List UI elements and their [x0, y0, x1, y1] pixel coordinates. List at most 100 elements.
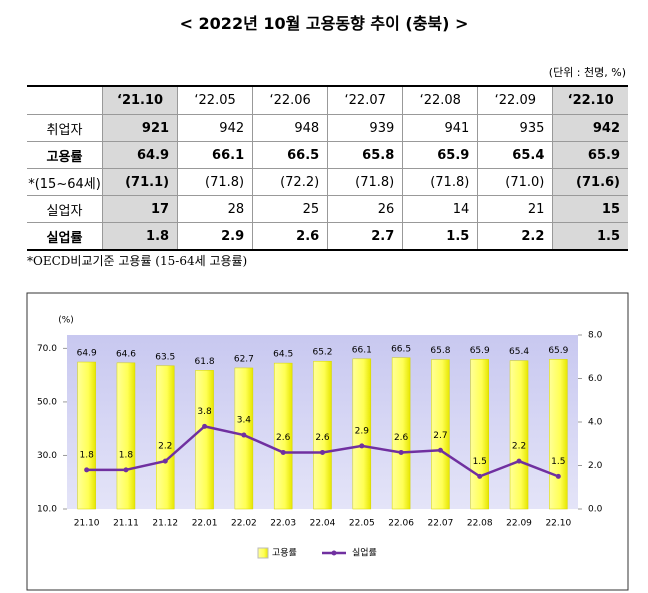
- bar: [313, 360, 332, 510]
- table-row: 실업률 1.8 2.9 2.6 2.7 1.5 2.2 1.5: [27, 222, 628, 251]
- cell: 935: [477, 114, 554, 142]
- table-row: 취업자 921 942 948 939 941 935 942: [27, 114, 628, 142]
- y2-tick-label: 8.0: [588, 331, 603, 341]
- line-label: 2.6: [394, 433, 409, 443]
- column-header: ‘22.09: [477, 85, 554, 115]
- bar-label: 65.9: [548, 346, 568, 356]
- column-header: ‘22.08: [402, 85, 479, 115]
- cell: 65.9: [402, 141, 479, 169]
- cell: 1.5: [552, 222, 628, 251]
- corner-cell: [27, 85, 103, 115]
- bar: [77, 361, 96, 510]
- line-point: [241, 432, 247, 438]
- line-label: 1.5: [473, 457, 487, 467]
- line-label: 2.2: [158, 442, 172, 452]
- line: [86, 424, 559, 478]
- y-tick-label: 30.0: [37, 451, 57, 461]
- cell: 941: [402, 114, 479, 142]
- line-label: 2.2: [512, 442, 526, 452]
- x-tick-label: 21.11: [113, 519, 139, 529]
- cell: 921: [101, 114, 179, 142]
- bar-label: 63.5: [155, 352, 175, 362]
- cell: 26: [327, 195, 404, 223]
- x-tick-label: 22.07: [428, 519, 454, 529]
- line-point: [398, 449, 404, 455]
- column-header: ‘22.07: [327, 85, 404, 115]
- cell: 1.5: [402, 222, 479, 251]
- y2-tick-label: 0.0: [588, 505, 603, 515]
- row-header: *(15~64세): [27, 168, 103, 196]
- cell: 17: [101, 195, 179, 223]
- bar-label: 66.5: [391, 344, 411, 354]
- column-header: ‘22.05: [177, 85, 254, 115]
- bar-label: 64.6: [116, 349, 136, 359]
- cell: (71.0): [477, 168, 554, 196]
- bar-label: 62.7: [234, 354, 254, 364]
- cell: 1.8: [101, 222, 179, 251]
- line-point: [162, 458, 168, 464]
- line-label: 1.5: [551, 457, 565, 467]
- x-tick-label: 21.12: [152, 519, 178, 529]
- line-label: 2.7: [433, 431, 447, 441]
- row-header: 고용률: [27, 141, 103, 169]
- bar-label: 64.5: [273, 350, 293, 360]
- legend-label: 고용률: [272, 548, 297, 559]
- cell: 2.9: [177, 222, 254, 251]
- header-row: ‘21.10 ‘22.05 ‘22.06 ‘22.07 ‘22.08 ‘22.09 ‘22.…: [27, 85, 628, 115]
- row-header: 실업자: [27, 195, 103, 223]
- line-point: [84, 467, 90, 473]
- line-label: 3.4: [237, 416, 252, 426]
- x-tick-label: 22.01: [192, 519, 218, 529]
- x-tick-label: 22.02: [231, 519, 257, 529]
- unit-note: (단위 : 천명, %): [548, 66, 626, 79]
- cell: 25: [252, 195, 329, 223]
- legend-swatch: [331, 550, 337, 556]
- bar: [156, 365, 175, 510]
- line-point: [359, 443, 365, 449]
- y-tick-label: 50.0: [37, 397, 57, 407]
- cell: (71.8): [327, 168, 404, 196]
- bar: [352, 358, 372, 510]
- cell: 2.7: [327, 222, 404, 251]
- cell: 66.1: [177, 141, 254, 169]
- legend-label: 실업률: [352, 548, 377, 559]
- x-tick-label: 22.08: [467, 519, 493, 529]
- bar-label: 64.9: [77, 349, 97, 359]
- bar: [509, 360, 529, 510]
- cell: 65.9: [552, 141, 628, 169]
- bar-label: 65.2: [312, 348, 332, 358]
- x-tick-label: 22.04: [310, 519, 336, 529]
- line-point: [477, 473, 483, 479]
- cell: (71.8): [177, 168, 254, 196]
- line-point: [516, 458, 522, 464]
- cell: (72.2): [252, 168, 329, 196]
- cell: 21: [477, 195, 554, 223]
- bar-label: 65.8: [430, 346, 450, 356]
- cell: 65.8: [327, 141, 404, 169]
- line-point: [280, 449, 286, 455]
- bar-label: 65.9: [470, 346, 490, 356]
- column-header: ‘22.10: [552, 85, 628, 115]
- column-header: ‘22.06: [252, 85, 329, 115]
- line-point: [202, 423, 208, 429]
- cell: 14: [402, 195, 479, 223]
- cell: 939: [327, 114, 404, 142]
- bar: [549, 359, 568, 510]
- y-axis-label: (%): [58, 316, 74, 326]
- line-label: 2.9: [355, 426, 370, 436]
- x-tick-label: 22.10: [545, 519, 571, 529]
- x-tick-label: 22.05: [349, 519, 375, 529]
- line-point: [123, 467, 129, 473]
- table-row: 실업자 17 28 25 26 14 21 15: [27, 195, 628, 223]
- line-label: 1.8: [79, 450, 94, 460]
- cell: 2.2: [477, 222, 554, 251]
- bar: [195, 370, 214, 510]
- bar: [431, 359, 450, 510]
- column-header: ‘21.10: [101, 85, 179, 115]
- plot-area: [67, 335, 578, 509]
- bar-label: 66.1: [352, 345, 372, 355]
- cell: 948: [252, 114, 329, 142]
- footnote: *OECD비교기준 고용률 (15-64세 고용률): [27, 254, 248, 268]
- bar-label: 65.4: [509, 347, 529, 357]
- x-tick-label: 22.06: [388, 519, 414, 529]
